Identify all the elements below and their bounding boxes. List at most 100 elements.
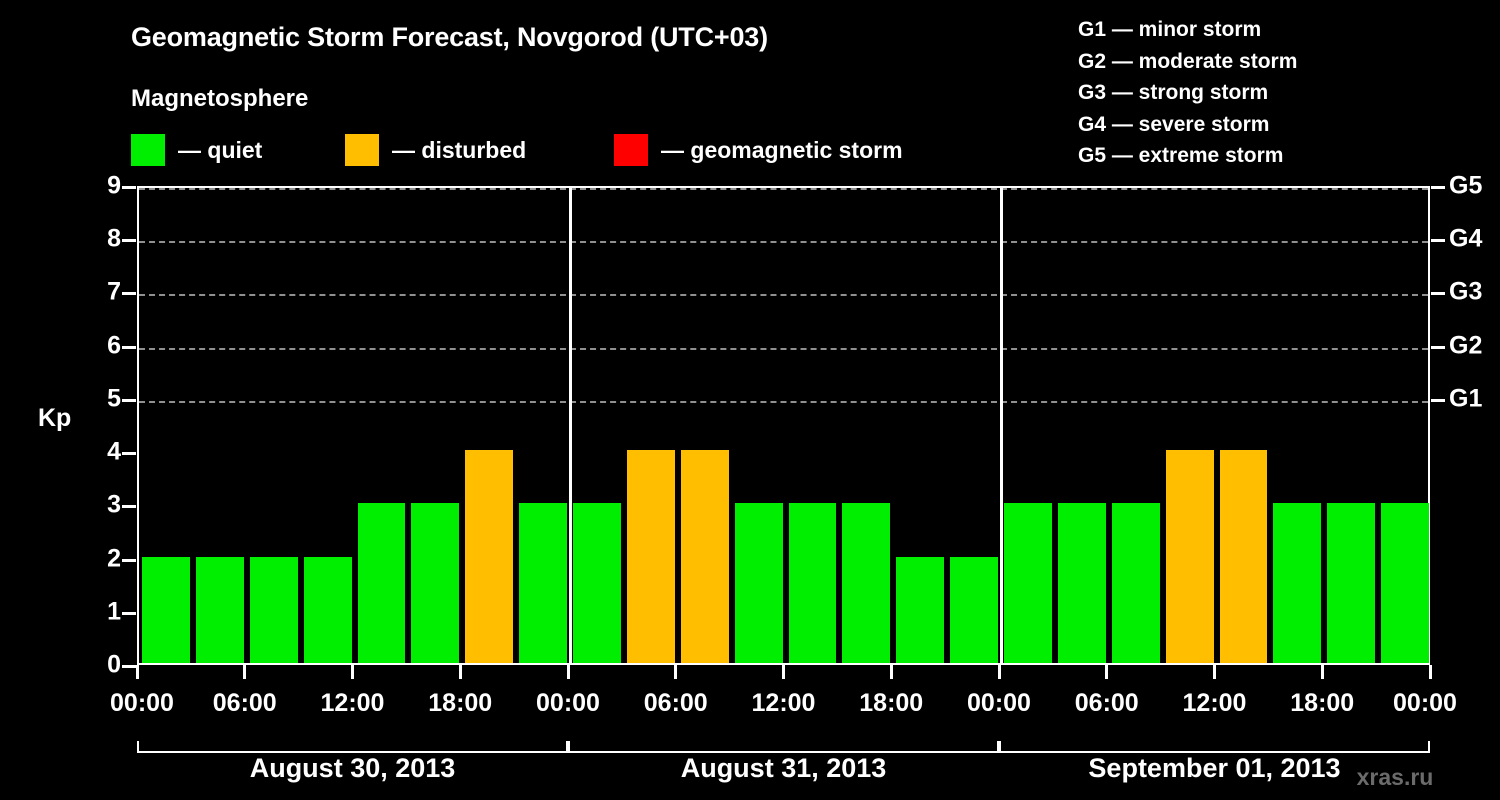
kp-bar[interactable] <box>142 556 190 663</box>
kp-bar[interactable] <box>734 503 783 663</box>
x-tick-mark-1 <box>243 665 247 679</box>
x-tick-label-5: 06:00 <box>643 689 708 717</box>
kp-bar[interactable] <box>249 556 298 663</box>
y-tick-mark-4 <box>122 452 136 456</box>
legend-label-quiet: — quiet <box>178 136 263 163</box>
gridline-kp-6 <box>139 347 1428 350</box>
legend-swatch-geomagnetic-storm <box>614 134 648 166</box>
g-scale-row-3: G3 — strong storm <box>1078 81 1269 104</box>
y-tick-mark-1 <box>122 611 136 615</box>
kp-bar[interactable] <box>195 556 244 663</box>
x-tick-label-10: 12:00 <box>1182 689 1247 717</box>
gridline-kp-7 <box>139 294 1428 297</box>
kp-bar[interactable] <box>411 503 460 663</box>
day-label-2: August 31, 2013 <box>680 753 887 783</box>
g-tick-mark-G1 <box>1431 398 1445 402</box>
kp-bar[interactable] <box>626 450 675 663</box>
kp-bar[interactable] <box>1273 503 1322 663</box>
kp-bar[interactable] <box>788 503 837 663</box>
y-tick-mark-6 <box>122 345 136 349</box>
legend-entry-geomagnetic-storm: — geomagnetic storm <box>614 133 903 167</box>
kp-bar[interactable] <box>465 450 514 663</box>
kp-bar[interactable] <box>1057 503 1106 663</box>
x-tick-mark-0 <box>135 665 139 679</box>
y-tick-label-7: 7 <box>107 277 121 306</box>
x-tick-mark-10 <box>1213 665 1216 679</box>
day-bracket-2 <box>568 741 999 753</box>
kp-bar[interactable] <box>1111 503 1160 663</box>
x-tick-label-1: 06:00 <box>212 689 277 717</box>
g-tick-label-G1: G1 <box>1449 384 1483 413</box>
day-label-3: September 01, 2013 <box>1088 753 1341 783</box>
x-tick-label-4: 00:00 <box>536 689 600 717</box>
g-tick-label-G4: G4 <box>1449 224 1483 253</box>
kp-bar[interactable] <box>1165 450 1214 663</box>
kp-bar[interactable] <box>950 556 998 663</box>
g-tick-mark-G3 <box>1431 292 1445 296</box>
kp-bar[interactable] <box>680 450 729 663</box>
kp-bar[interactable] <box>896 556 945 663</box>
y-tick-label-4: 4 <box>107 437 121 466</box>
y-tick-label-0: 0 <box>107 650 121 679</box>
y-tick-mark-8 <box>122 239 136 243</box>
day-bracket-1 <box>137 741 568 753</box>
day-bracket-3 <box>999 741 1430 753</box>
kp-bar[interactable] <box>1004 503 1052 663</box>
y-tick-label-3: 3 <box>107 490 121 519</box>
plot-area <box>137 186 1430 665</box>
x-tick-mark-9 <box>1105 665 1109 679</box>
y-tick-label-2: 2 <box>107 544 121 573</box>
g-tick-mark-G4 <box>1431 239 1445 243</box>
y-tick-label-9: 9 <box>107 171 121 200</box>
y-axis-title: Kp <box>38 404 72 432</box>
x-tick-mark-4 <box>566 665 570 679</box>
x-tick-mark-7 <box>889 665 893 679</box>
gridline-kp-8 <box>139 241 1428 244</box>
watermark: xras.ru <box>1356 764 1434 790</box>
x-tick-label-11: 18:00 <box>1290 689 1355 717</box>
g-tick-label-G3: G3 <box>1449 277 1483 306</box>
g-scale-row-2: G2 — moderate storm <box>1078 49 1298 73</box>
g-scale-row-4: G4 — severe storm <box>1078 112 1270 136</box>
legend-swatch-disturbed <box>345 134 379 166</box>
g-tick-label-G2: G2 <box>1449 331 1483 360</box>
x-tick-label-6: 12:00 <box>751 689 816 717</box>
magnetosphere-label: Magnetosphere <box>131 85 309 112</box>
y-tick-label-1: 1 <box>107 597 121 626</box>
day-label-1: August 30, 2013 <box>249 753 456 783</box>
x-tick-label-2: 12:00 <box>320 689 385 717</box>
g-tick-mark-G5 <box>1431 186 1445 189</box>
kp-bar[interactable] <box>1381 503 1429 663</box>
x-tick-mark-8 <box>997 665 1001 679</box>
x-tick-mark-3 <box>458 665 462 679</box>
kp-bar[interactable] <box>1219 450 1268 663</box>
kp-bar[interactable] <box>573 503 621 663</box>
x-tick-label-9: 06:00 <box>1074 689 1139 717</box>
x-tick-label-8: 00:00 <box>967 689 1031 717</box>
legend-entry-disturbed: — disturbed <box>345 133 526 167</box>
g-scale-row-5: G5 — extreme storm <box>1078 144 1284 167</box>
kp-bar[interactable] <box>1327 503 1376 663</box>
y-tick-mark-0 <box>122 665 136 668</box>
kp-bar[interactable] <box>357 503 406 663</box>
kp-bar[interactable] <box>842 503 891 663</box>
g-tick-mark-G2 <box>1431 345 1445 349</box>
bars-layer <box>139 188 1429 663</box>
day-separator-1 <box>568 188 572 663</box>
y-tick-mark-7 <box>122 292 136 296</box>
legend-label-geomagnetic-storm: — geomagnetic storm <box>661 136 903 163</box>
y-tick-label-8: 8 <box>107 224 121 253</box>
y-tick-label-6: 6 <box>107 331 121 360</box>
legend-entry-quiet: — quiet <box>131 133 262 167</box>
day-separator-2 <box>999 188 1003 663</box>
x-tick-mark-5 <box>674 665 678 679</box>
gridline-kp-9 <box>139 188 1428 190</box>
x-tick-mark-2 <box>351 665 354 679</box>
x-tick-label-3: 18:00 <box>428 689 493 717</box>
g-tick-label-G5: G5 <box>1449 171 1483 200</box>
y-tick-mark-3 <box>122 505 136 509</box>
kp-bar[interactable] <box>519 503 567 663</box>
y-tick-label-5: 5 <box>107 384 121 413</box>
kp-bar[interactable] <box>303 556 352 663</box>
x-tick-label-12: 00:00 <box>1393 689 1457 717</box>
